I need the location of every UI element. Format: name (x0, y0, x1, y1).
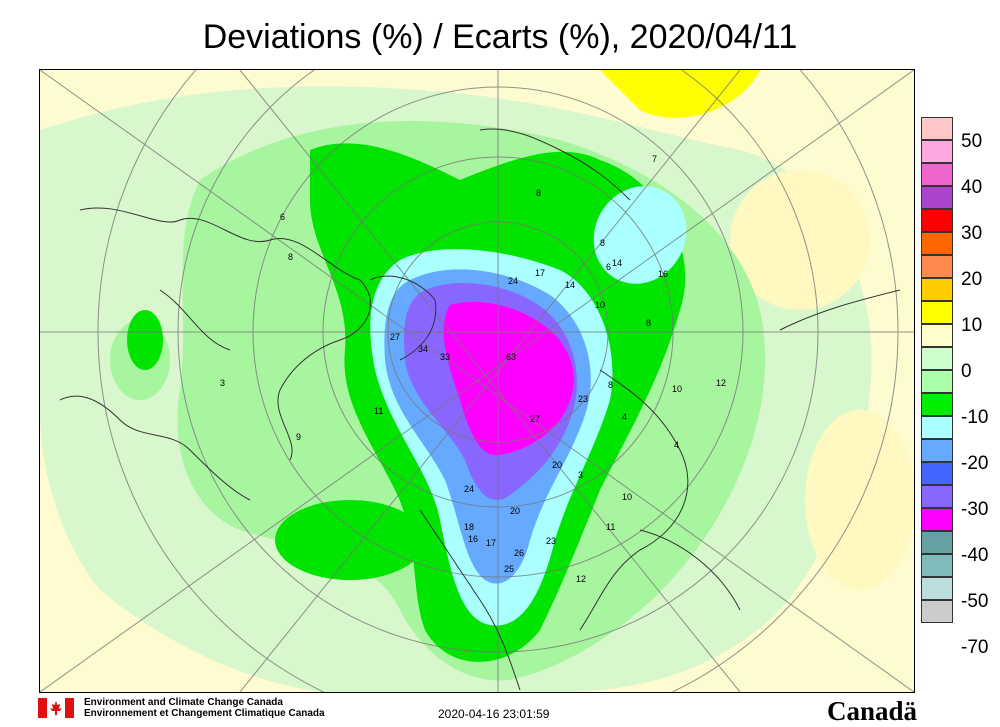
canada-flag-icon (38, 698, 74, 718)
station-label: 8 (288, 252, 293, 262)
org-name: Environment and Climate Change Canada En… (84, 697, 325, 719)
ozone-deviation-map: 27 34 33 63 24 17 14 10 8 6 16 14 7 8 8 … (39, 69, 915, 693)
legend-label: 10 (961, 315, 983, 336)
station-label: 8 (608, 380, 613, 390)
legend-label: -40 (961, 545, 989, 566)
station-label: 26 (514, 548, 524, 558)
legend-swatch (921, 255, 953, 278)
canada-wordmark: Canadä (827, 696, 918, 726)
legend-label: 50 (961, 131, 983, 152)
station-label: 17 (535, 268, 545, 278)
station-label: 11 (374, 406, 383, 416)
legend-label: -30 (961, 499, 989, 520)
legend-swatch (921, 462, 953, 485)
station-label: 10 (595, 300, 605, 310)
legend-swatch (921, 554, 953, 577)
station-label: 17 (486, 538, 496, 548)
legend-label: 0 (961, 361, 972, 382)
station-label: 20 (510, 506, 520, 516)
legend-swatch (921, 393, 953, 416)
legend-swatch (921, 278, 953, 301)
legend-label: -20 (961, 453, 989, 474)
legend-swatch (921, 209, 953, 232)
station-label: 10 (622, 492, 632, 502)
legend-swatch (921, 508, 953, 531)
station-label: 14 (612, 258, 622, 268)
station-label: 10 (672, 384, 682, 394)
station-label: 20 (552, 460, 562, 470)
station-label: 4 (622, 412, 627, 422)
station-label: 9 (296, 432, 301, 442)
legend-swatch (921, 347, 953, 370)
station-label: 6 (280, 212, 285, 222)
station-label: 27 (390, 332, 400, 342)
station-label: 11 (606, 522, 615, 532)
station-label: 8 (646, 318, 651, 328)
station-label: 16 (468, 534, 478, 544)
station-label: 16 (658, 269, 668, 279)
legend-swatch (921, 485, 953, 508)
station-label: 12 (576, 574, 586, 584)
station-label: 12 (716, 378, 726, 388)
legend-swatch (921, 370, 953, 393)
station-label: 27 (530, 414, 540, 424)
station-label: 24 (464, 484, 474, 494)
station-label: 34 (418, 344, 428, 354)
legend-label: 30 (961, 223, 983, 244)
station-label: 63 (506, 352, 516, 362)
legend-label: 40 (961, 177, 983, 198)
legend-swatch (921, 439, 953, 462)
org-name-fr: Environnement et Changement Climatique C… (84, 708, 325, 719)
legend-label: -70 (961, 637, 989, 658)
station-label: 18 (464, 522, 474, 532)
org-name-en: Environment and Climate Change Canada (84, 697, 283, 708)
legend-swatch (921, 600, 953, 623)
station-label: 3 (220, 378, 225, 388)
legend-swatch (921, 324, 953, 347)
station-label: 4 (674, 440, 679, 450)
map-canvas: 27 34 33 63 24 17 14 10 8 6 16 14 7 8 8 … (40, 70, 914, 692)
station-label: 3 (578, 470, 583, 480)
legend-swatch (921, 301, 953, 324)
legend-swatch (921, 140, 953, 163)
station-label: 8 (536, 188, 541, 198)
station-label: 14 (565, 280, 575, 290)
legend-label: -50 (961, 591, 989, 612)
station-label: 7 (652, 154, 657, 164)
station-label: 8 (600, 238, 605, 248)
legend-swatch (921, 232, 953, 255)
legend-swatch (921, 117, 953, 140)
timestamp: 2020-04-16 23:01:59 (438, 707, 550, 721)
station-label: 23 (578, 394, 588, 404)
station-label: 25 (504, 564, 514, 574)
legend-label: 20 (961, 269, 983, 290)
station-label: 23 (546, 536, 556, 546)
legend-swatch (921, 531, 953, 554)
station-label: 33 (440, 352, 450, 362)
station-label: 24 (508, 276, 518, 286)
legend-swatch (921, 416, 953, 439)
station-label: 6 (606, 262, 611, 272)
legend-swatch (921, 186, 953, 209)
legend-label: -10 (961, 407, 989, 428)
legend-swatch (921, 577, 953, 600)
map-title: Deviations (%) / Ecarts (%), 2020/04/11 (202, 18, 798, 56)
legend-swatch (921, 163, 953, 186)
